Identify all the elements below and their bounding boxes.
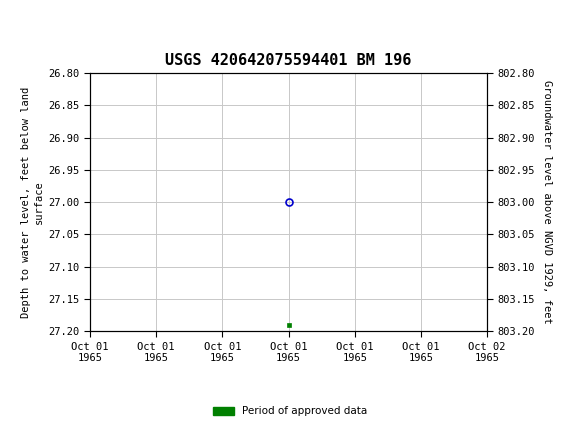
Title: USGS 420642075594401 BM 196: USGS 420642075594401 BM 196 bbox=[165, 53, 412, 68]
Text: USGS: USGS bbox=[38, 9, 93, 27]
Y-axis label: Depth to water level, feet below land
surface: Depth to water level, feet below land su… bbox=[21, 86, 44, 318]
Legend: Period of approved data: Period of approved data bbox=[209, 402, 371, 421]
Y-axis label: Groundwater level above NGVD 1929, feet: Groundwater level above NGVD 1929, feet bbox=[542, 80, 552, 324]
